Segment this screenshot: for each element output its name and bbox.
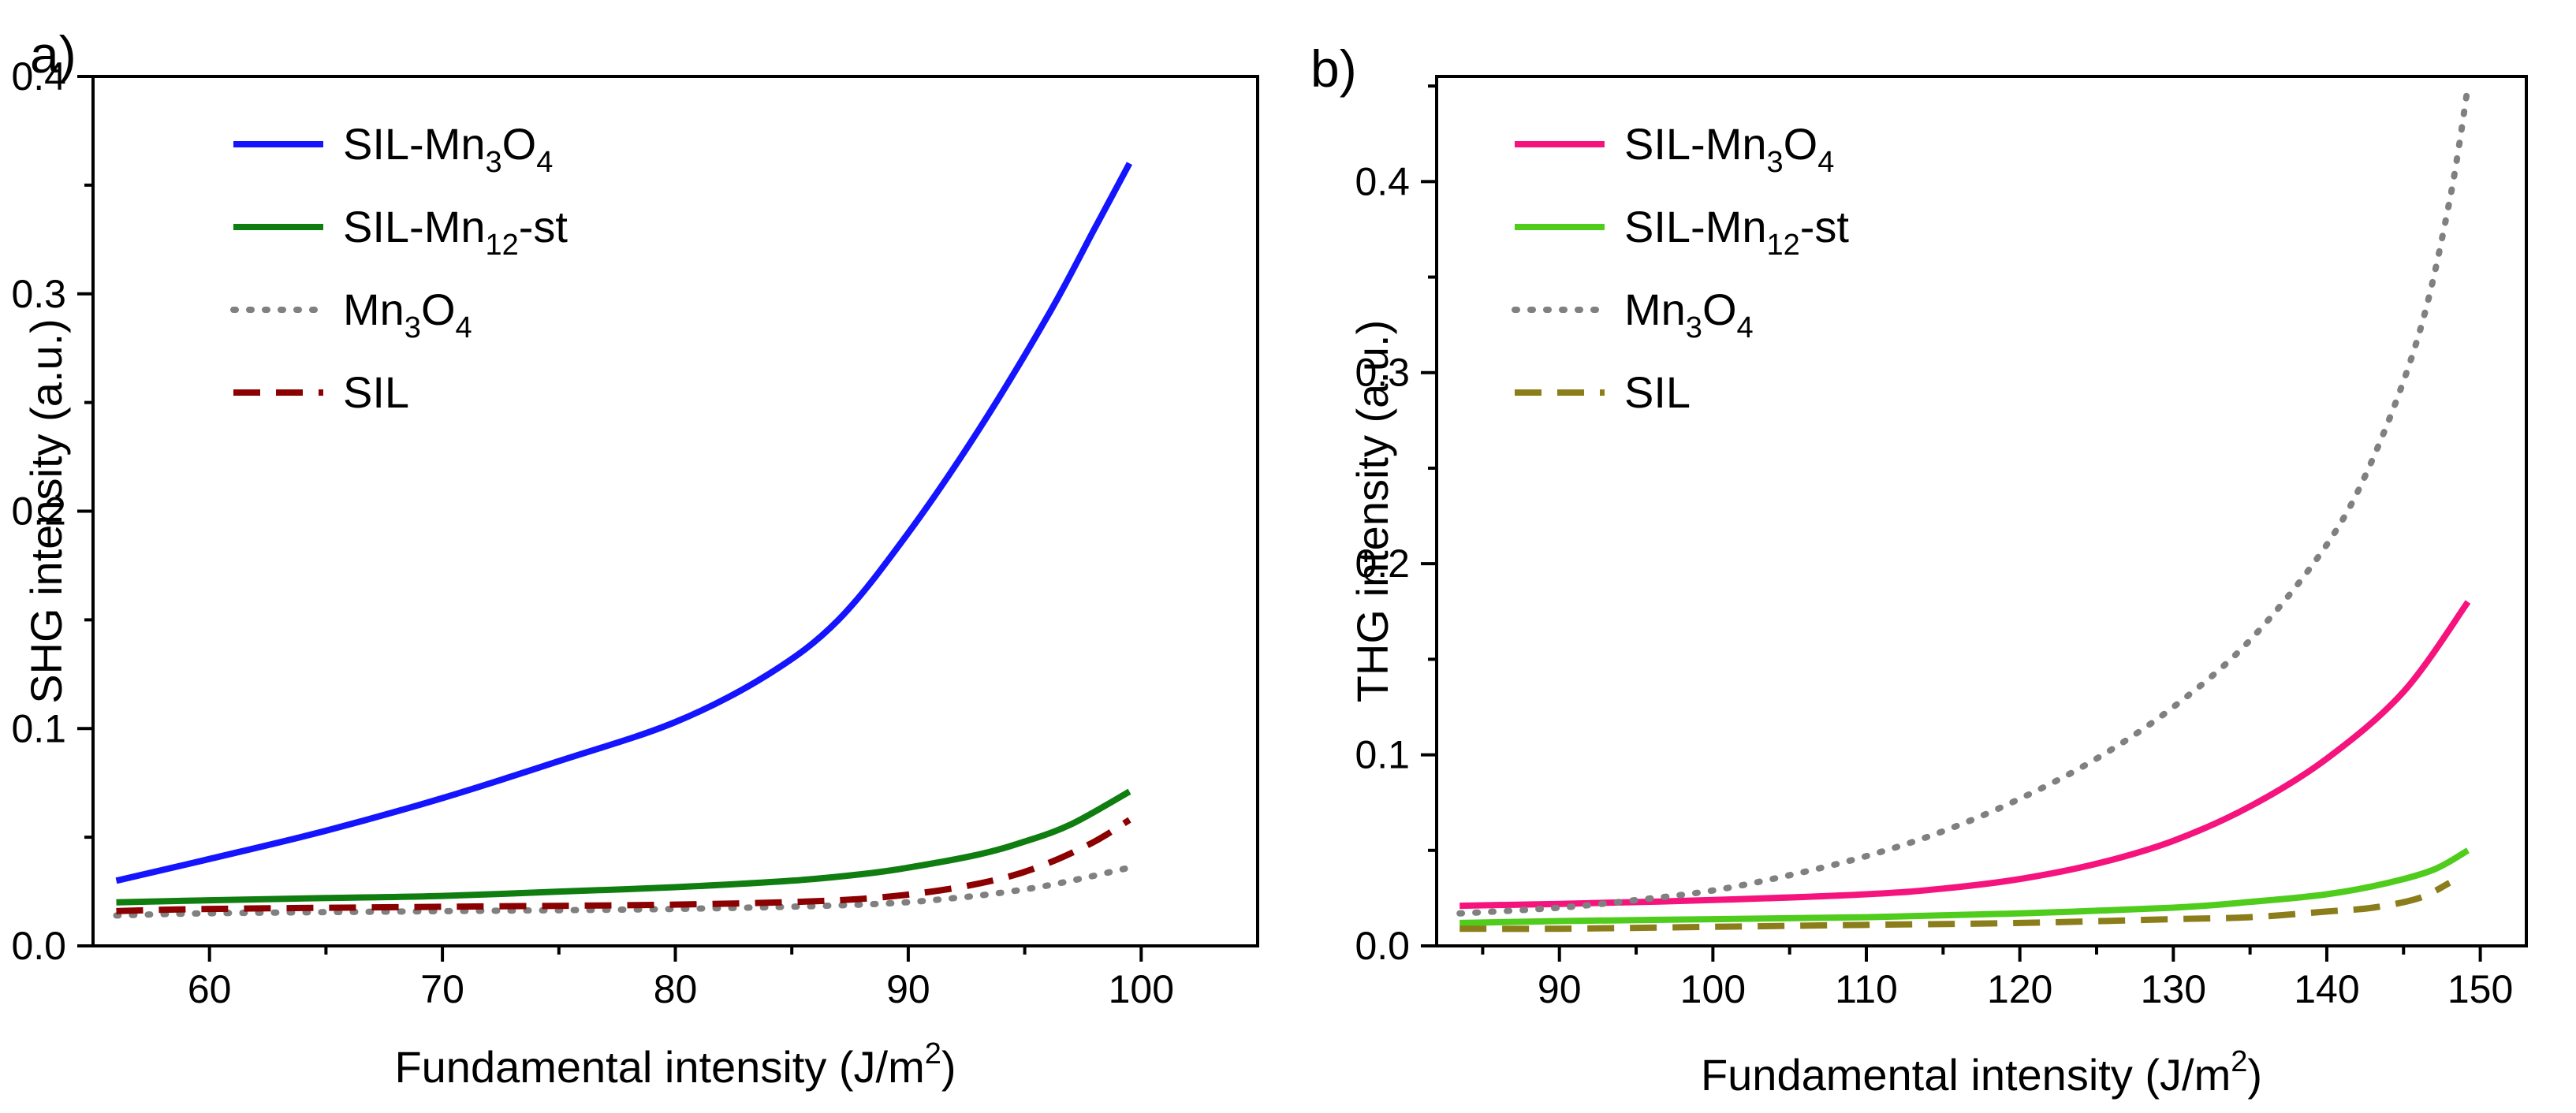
series-line-3 [1459, 880, 2451, 932]
series-line-0 [1459, 600, 2471, 910]
legend-text: SIL-Mn [343, 202, 486, 251]
x-axis-label-superscript: 2 [925, 1037, 941, 1070]
x-axis-label-end: ) [941, 1042, 956, 1092]
x-tick-label: 60 [188, 967, 232, 1011]
y-axis-label: SHG intensity (a.u.) [21, 318, 71, 704]
y-axis-label: THG intensity (a.u.) [1348, 320, 1397, 702]
legend-text: SIL-Mn [1624, 119, 1767, 169]
legend-subscript: 4 [1737, 311, 1754, 344]
x-tick-label: 100 [1680, 967, 1746, 1011]
series-line-2 [1456, 83, 2471, 917]
legend-text: -st [1800, 202, 1850, 251]
x-tick-label: 140 [2294, 967, 2359, 1011]
x-tick-label: 150 [2447, 967, 2513, 1011]
legend-subscript: 4 [536, 146, 553, 179]
plot-frame [1435, 75, 2528, 947]
legend-subscript: 12 [486, 229, 519, 262]
series-line-1 [1459, 847, 2470, 926]
panel-label: b) [1310, 39, 1357, 98]
legend-label: SIL-Mn12-st [343, 202, 568, 262]
x-axis-label-superscript: 2 [2231, 1045, 2247, 1078]
legend-label: SIL-Mn12-st [1624, 202, 1849, 262]
legend-subscript: 4 [1817, 146, 1834, 179]
legend-subscript: 3 [1767, 146, 1784, 179]
y-tick-label: 0.0 [11, 924, 66, 968]
legend-label: SIL [1624, 367, 1691, 417]
legend-text: O [502, 119, 537, 169]
legend-text: Mn [1624, 285, 1686, 334]
legend-text: SIL [1624, 367, 1691, 417]
y-tick-label: 0.0 [1355, 924, 1410, 968]
y-tick-label: 0.2 [1355, 542, 1410, 586]
x-tick-label: 90 [1538, 967, 1582, 1011]
y-tick-label: 0.3 [1355, 351, 1410, 395]
legend-text: Mn [343, 285, 404, 334]
y-tick-label: 0.4 [11, 54, 66, 99]
legend-label: SIL [343, 367, 409, 417]
x-axis-label: Fundamental intensity (J/m2) [394, 1037, 956, 1092]
x-tick-label: 100 [1109, 967, 1174, 1011]
x-axis-label: Fundamental intensity (J/m2) [1701, 1045, 2262, 1100]
series-line-0 [115, 162, 1133, 884]
legend-text: SIL [343, 367, 409, 417]
panel-label: a) [30, 25, 76, 84]
y-tick-label: 0.2 [11, 489, 66, 534]
panel-a-shg-chart: a) 60 70 80 90 100 0.0 0.1 0.2 0.3 0.4 Fundamental … [11, 25, 1259, 1092]
legend-subscript: 3 [404, 311, 421, 344]
legend-label: SIL-Mn3O4 [343, 119, 553, 179]
x-axis-label-end: ) [2247, 1050, 2262, 1100]
panel-b-thg-chart: b) 90 100 110 120 130 140 150 0.0 0.1 0.2 0.3 0.4 Fun… [1310, 39, 2528, 1100]
legend-text: O [421, 285, 456, 334]
x-tick-label: 130 [2141, 967, 2206, 1011]
series-line-3 [116, 817, 1131, 914]
y-tick-label: 0.1 [11, 706, 66, 750]
legend-subscript: 3 [1686, 311, 1702, 344]
y-tick-label: 0.4 [1355, 159, 1410, 203]
x-tick-label: 120 [1987, 967, 2052, 1011]
legend-text: -st [519, 202, 569, 251]
x-tick-label: 90 [886, 967, 930, 1011]
y-tick-label: 0.3 [11, 272, 66, 316]
legend-subscript: 12 [1767, 229, 1800, 262]
legend-subscript: 3 [486, 146, 502, 179]
legend-label: Mn3O4 [1624, 285, 1754, 344]
x-tick-label: 80 [654, 967, 698, 1011]
legend-subscript: 4 [456, 311, 472, 344]
y-tick-label: 0.1 [1355, 733, 1410, 777]
legend-label: Mn3O4 [343, 285, 472, 344]
legend-text: O [1702, 285, 1737, 334]
series-line-1 [116, 788, 1131, 906]
legend-text: SIL-Mn [1624, 202, 1767, 251]
legend-text: SIL-Mn [343, 119, 486, 169]
x-axis-label-text: Fundamental intensity (J/m [1701, 1050, 2231, 1100]
x-tick-label: 110 [1835, 967, 1898, 1011]
series-line-2 [113, 864, 1133, 919]
legend-text: O [1784, 119, 1818, 169]
x-axis-label-text: Fundamental intensity (J/m [394, 1042, 924, 1092]
x-tick-label: 70 [420, 967, 464, 1011]
legend-label: SIL-Mn3O4 [1624, 119, 1834, 179]
